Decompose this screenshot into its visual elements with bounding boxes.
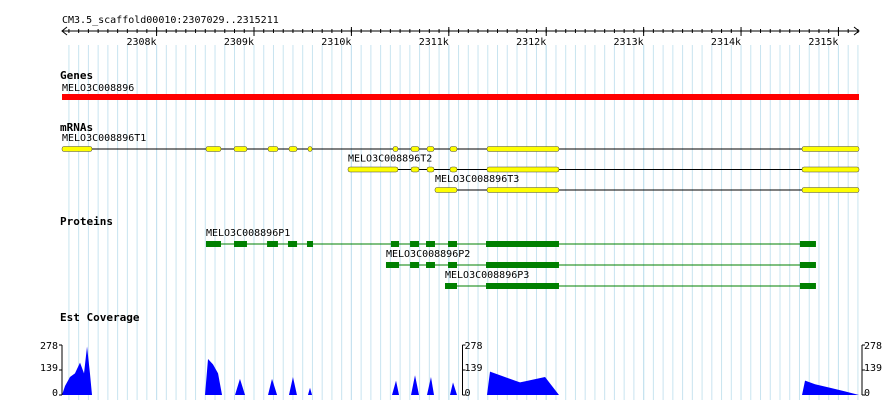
- exon: [205, 146, 222, 152]
- exon: [267, 146, 279, 152]
- exon: [449, 166, 458, 173]
- coverage-tick-label: 0: [864, 388, 870, 399]
- exon: [801, 187, 860, 193]
- exon: [486, 166, 560, 173]
- tick-label: 2308k: [126, 37, 156, 48]
- feature-label: MELO3C008896: [62, 83, 134, 94]
- gene-bar: [62, 94, 859, 100]
- cds: [410, 262, 420, 268]
- cds: [390, 241, 400, 247]
- coverage-tick-label: 139: [864, 363, 882, 374]
- tick-label: 2311k: [419, 37, 449, 48]
- exon: [392, 146, 399, 152]
- feature-label: MELO3C008896T1: [62, 133, 146, 144]
- cds: [799, 262, 816, 268]
- coverage-tick-label: 278: [40, 341, 58, 352]
- exon: [434, 187, 458, 193]
- coverage-tick-label: 0: [52, 388, 58, 399]
- cds: [287, 241, 298, 247]
- coverage-tick-label: 139: [465, 363, 483, 374]
- exon: [426, 166, 435, 173]
- cds: [486, 262, 559, 268]
- track-title: Proteins: [60, 215, 113, 228]
- exon: [307, 146, 313, 152]
- exon: [233, 146, 248, 152]
- coverage-tick-label: 139: [40, 363, 58, 374]
- exon: [288, 146, 298, 152]
- track-title: Est Coverage: [60, 311, 140, 324]
- track-title: Genes: [60, 69, 93, 82]
- exon: [426, 146, 435, 152]
- cds: [205, 241, 221, 247]
- exon: [801, 166, 860, 173]
- exon: [410, 166, 420, 173]
- coverage-tick-label: 0: [465, 388, 471, 399]
- coverage-tick-label: 278: [465, 341, 483, 352]
- cds: [410, 241, 420, 247]
- cds: [267, 241, 278, 247]
- cds: [799, 241, 816, 247]
- exon: [410, 146, 420, 152]
- feature-label: MELO3C008896P2: [386, 249, 470, 260]
- tick-label: 2314k: [711, 37, 741, 48]
- feature-label: MELO3C008896P1: [206, 228, 290, 239]
- coverage-tick-label: 278: [864, 341, 882, 352]
- tick-label: 2313k: [614, 37, 644, 48]
- cds: [234, 241, 247, 247]
- cds: [426, 262, 435, 268]
- cds: [306, 241, 314, 247]
- cds: [385, 262, 400, 268]
- feature-label: MELO3C008896T3: [435, 174, 519, 185]
- cds: [799, 283, 816, 289]
- cds: [448, 241, 457, 247]
- tick-label: 2309k: [224, 37, 254, 48]
- cds: [486, 241, 559, 247]
- cds: [448, 262, 457, 268]
- cds: [426, 241, 435, 247]
- cds: [445, 283, 457, 289]
- track-title: mRNAs: [60, 121, 93, 134]
- ruler-title: CM3.5_scaffold00010:2307029..2315211: [62, 15, 279, 26]
- tick-label: 2315k: [808, 37, 838, 48]
- coverage-area: [62, 346, 859, 395]
- tick-label: 2312k: [516, 37, 546, 48]
- exon: [449, 146, 458, 152]
- feature-label: MELO3C008896P3: [445, 270, 529, 281]
- exon: [486, 187, 560, 193]
- tick-label: 2310k: [321, 37, 351, 48]
- exon: [61, 146, 93, 152]
- exon: [801, 146, 860, 152]
- feature-label: MELO3C008896T2: [348, 154, 432, 165]
- cds: [486, 283, 559, 289]
- ruler-arrow: [61, 26, 860, 36]
- exon: [347, 166, 399, 173]
- exon: [486, 146, 560, 152]
